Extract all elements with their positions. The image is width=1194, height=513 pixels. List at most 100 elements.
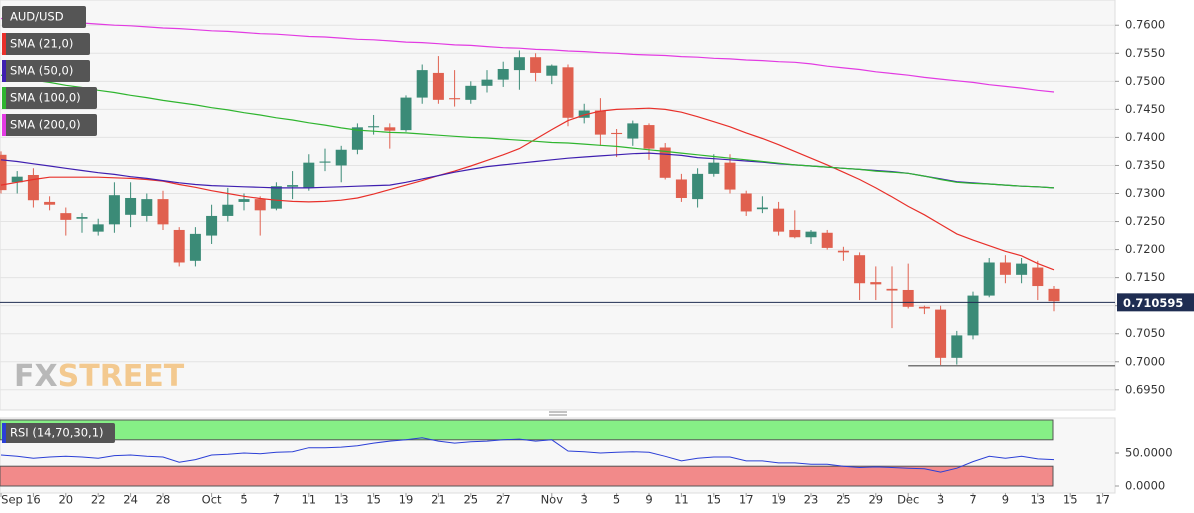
y-tick-label: 0.7400 (1125, 130, 1165, 144)
candle-body (1032, 267, 1044, 287)
x-tick-label: 29 (868, 493, 883, 507)
candle-body (902, 289, 914, 307)
candle-body (125, 197, 137, 215)
candle-body (530, 57, 542, 73)
y-tick-label: 0.6950 (1125, 382, 1165, 396)
x-tick-label: 19 (399, 493, 414, 507)
candle-body (11, 176, 23, 183)
x-tick-label: 28 (156, 493, 171, 507)
x-tick-label: 11 (674, 493, 689, 507)
x-tick-label: 5 (613, 493, 620, 507)
candle-body (173, 229, 185, 263)
x-tick-label: Dec (897, 493, 919, 507)
y-tick-label: 0.7550 (1125, 46, 1165, 60)
candle-body (449, 98, 461, 100)
watermark: FXSTREET (14, 359, 185, 394)
x-tick-label: 19 (771, 493, 786, 507)
candle-body (756, 207, 768, 210)
candle-body (157, 199, 169, 225)
x-tick-label: 5 (240, 493, 247, 507)
candle-body (627, 123, 639, 139)
legend-box (2, 33, 90, 55)
watermark-fx: FX (14, 359, 58, 394)
y-tick-label: 0.7150 (1125, 270, 1165, 284)
x-tick-label: 15 (1063, 493, 1078, 507)
candle-body (206, 215, 218, 236)
candle-body (465, 85, 477, 100)
candle-body (287, 185, 299, 187)
candle-body (384, 127, 396, 131)
candle-body (432, 72, 444, 100)
candle-body (400, 97, 412, 131)
candle-body (789, 229, 801, 238)
x-tick-label: 15 (366, 493, 381, 507)
y-tick-label: 0.7450 (1125, 102, 1165, 116)
candle-body (108, 195, 120, 225)
candle-body (886, 288, 898, 291)
x-tick-label: 27 (496, 493, 511, 507)
candle-body (740, 193, 752, 212)
sma-line (0, 107, 1055, 271)
candle-body (773, 208, 785, 232)
candle-body (270, 186, 282, 209)
candle-body (578, 110, 590, 118)
last-price-box (1117, 293, 1194, 312)
candle-body (708, 162, 720, 174)
watermark-street: STREET (58, 359, 185, 394)
rsi-legend-box (2, 423, 115, 443)
candle-body (1048, 288, 1060, 302)
x-tick-label: 3 (937, 493, 944, 507)
candle-body (643, 125, 655, 149)
candle-body (189, 233, 201, 261)
y-tick-label: 0.7350 (1125, 158, 1165, 172)
candle-body (513, 57, 525, 71)
x-tick-label: 17 (739, 493, 754, 507)
sma-line (0, 74, 1055, 189)
x-tick-label: 3 (581, 493, 588, 507)
x-tick-label: 17 (1095, 493, 1110, 507)
x-tick-label: 20 (58, 493, 73, 507)
y-tick-label: 0.7000 (1125, 354, 1165, 368)
x-tick-label: 23 (804, 493, 819, 507)
x-tick-label: 16 (26, 493, 41, 507)
candle-body (319, 161, 331, 163)
price-panel (0, 0, 1116, 411)
rsi-tick-label: 50.0000 (1125, 446, 1173, 460)
candle-body (951, 335, 963, 358)
y-tick-label: 0.7250 (1125, 214, 1165, 228)
candle-body (659, 147, 671, 178)
candle-body (335, 149, 347, 166)
y-tick-label: 0.7200 (1125, 242, 1165, 256)
candle-body (238, 199, 250, 202)
legend-label: SMA (200,0) (10, 118, 81, 132)
candle-body (222, 204, 234, 216)
x-tick-label: 25 (836, 493, 851, 507)
x-tick-label: 13 (334, 493, 349, 507)
legend-box (2, 87, 97, 109)
x-tick-label: Oct (202, 493, 222, 507)
x-tick-label: 24 (123, 493, 138, 507)
rsi-tick-label: 0.0000 (1125, 479, 1165, 493)
candle-body (416, 70, 428, 98)
legend-box (2, 114, 97, 136)
candle-body (724, 162, 736, 190)
x-tick-label: Nov (541, 493, 564, 507)
y-tick-label: 0.7300 (1125, 186, 1165, 200)
x-tick-label: 11 (301, 493, 316, 507)
rsi-line (0, 437, 1055, 473)
x-tick-label: 22 (91, 493, 106, 507)
y-tick-label: 0.7500 (1125, 74, 1165, 88)
x-tick-label: 13 (1030, 493, 1045, 507)
candle-body (837, 250, 849, 253)
candle-body (481, 79, 493, 86)
sma-line (0, 17, 1055, 93)
candle-body (983, 262, 995, 296)
candle-body (854, 255, 866, 284)
candle-body (351, 127, 363, 150)
oversold-zone (0, 465, 1054, 487)
candle-body (27, 174, 39, 201)
x-tick-label: 7 (273, 493, 280, 507)
candle-body (562, 67, 574, 118)
legend-label: AUD/USD (10, 10, 64, 24)
